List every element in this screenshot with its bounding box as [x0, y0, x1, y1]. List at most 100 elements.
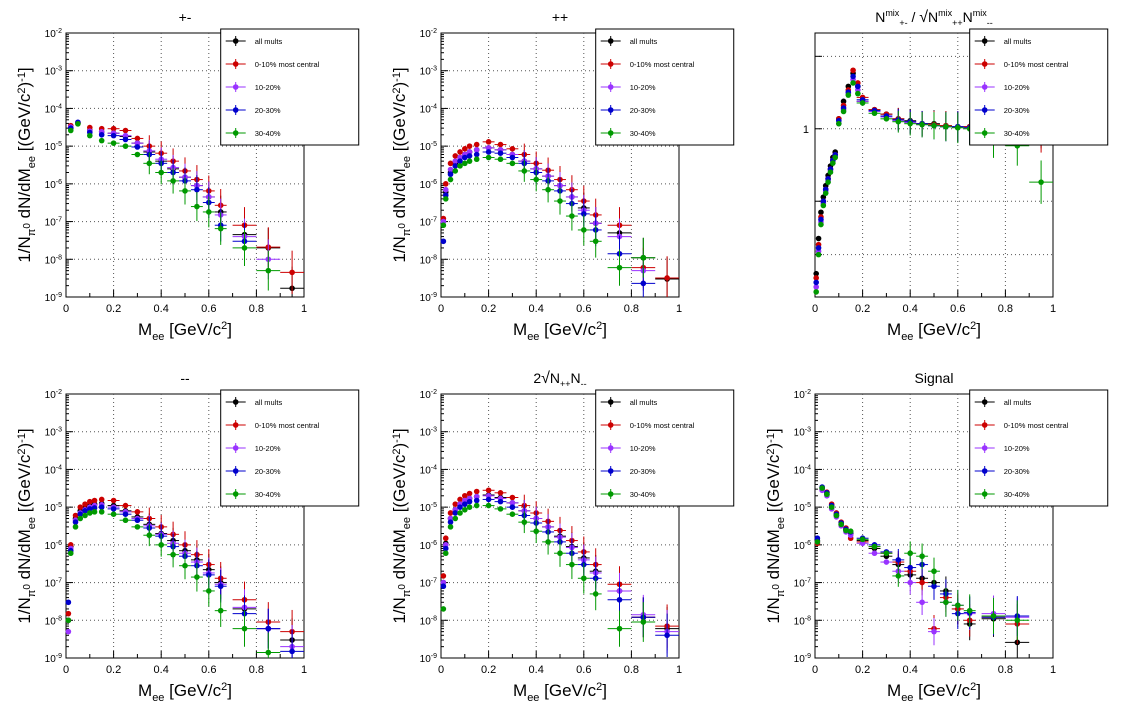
legend-marker — [607, 130, 614, 136]
x-axis-label: Mee [GeV/c2] — [513, 681, 607, 704]
y-tick-label: 10-5 — [420, 141, 437, 153]
data-point — [77, 504, 84, 510]
data-point — [557, 198, 563, 204]
data-point — [485, 487, 492, 494]
data-point — [814, 539, 821, 545]
legend: all mults 0-10% most central 10-20% 20-30% 3… — [220, 389, 360, 507]
data-point — [440, 222, 447, 229]
y-tick-label: 10-8 — [794, 615, 811, 627]
data-point — [859, 540, 866, 547]
data-point — [473, 146, 480, 153]
data-point — [87, 506, 93, 512]
data-point — [836, 120, 842, 127]
data-point — [509, 146, 516, 152]
data-point — [122, 127, 129, 134]
data-point — [442, 196, 449, 202]
legend-label: all mults — [255, 398, 283, 407]
chart-panel-3: 0 0.2 0.4 0.6 0.8 1 1 Mee [GeV/c2] Nmix+- / √Nmi… — [803, 8, 1109, 343]
y-tick-label: 10-4 — [420, 464, 437, 476]
legend-label: 30-40% — [630, 129, 656, 138]
legend-marker — [232, 107, 239, 113]
x-tick-label: 0.6 — [950, 664, 965, 676]
y-axis-label: 1/Nπ0 dN/dMee [(GeV/c2)-1] — [390, 67, 413, 262]
data-point — [462, 501, 468, 507]
data-point — [65, 617, 72, 624]
data-point — [134, 140, 141, 146]
data-point — [442, 181, 449, 187]
y-axis-label: 1/Nπ0 dN/dMee [(GeV/c2)-1] — [15, 428, 38, 623]
x-tick-label: 0.2 — [855, 303, 870, 315]
data-point — [110, 140, 117, 146]
data-point — [592, 591, 599, 597]
data-point — [855, 83, 861, 90]
chart-title: +- — [179, 9, 192, 25]
data-point — [473, 493, 480, 500]
data-point — [931, 568, 937, 575]
data-point — [533, 528, 539, 535]
y-tick-label: 10-5 — [420, 502, 437, 514]
data-point — [833, 512, 840, 519]
legend-marker — [607, 38, 614, 44]
x-tick-label: 0.2 — [855, 664, 870, 676]
data-point — [447, 160, 454, 167]
legend-label: 30-40% — [255, 490, 281, 499]
legend-label: 10-20% — [1004, 444, 1030, 453]
data-point — [440, 573, 447, 579]
x-tick-label: 0.4 — [154, 664, 169, 676]
data-point — [827, 169, 834, 176]
data-point — [122, 502, 129, 509]
legend-label: 10-20% — [255, 444, 281, 453]
x-tick-label: 0.2 — [481, 664, 496, 676]
data-point — [859, 100, 866, 106]
data-point — [122, 136, 129, 143]
legend-label: all mults — [1004, 398, 1032, 407]
data-point — [497, 156, 504, 163]
data-point — [462, 507, 468, 513]
legend-label: 20-30% — [1004, 467, 1030, 476]
data-point — [462, 146, 468, 152]
data-point — [241, 245, 248, 251]
data-point — [845, 92, 852, 98]
data-point — [206, 572, 212, 578]
legend-marker — [607, 107, 614, 113]
x-tick-label: 0.8 — [249, 303, 264, 315]
legend-marker — [981, 422, 988, 428]
data-point — [447, 510, 454, 516]
data-point — [457, 496, 463, 503]
x-tick-label: 1 — [676, 303, 682, 315]
legend-label: 0-10% most central — [630, 421, 695, 430]
data-point — [485, 149, 492, 155]
data-point — [67, 127, 74, 134]
data-point — [134, 517, 141, 524]
data-point — [840, 108, 847, 115]
data-point — [65, 599, 72, 606]
data-point — [533, 176, 539, 183]
legend-marker — [607, 445, 614, 451]
legend-label: 30-40% — [630, 490, 656, 499]
data-point — [77, 515, 84, 522]
legend-label: 0-10% most central — [255, 421, 320, 430]
legend-marker — [607, 84, 614, 90]
y-tick-label: 10-9 — [45, 653, 62, 665]
y-tick-label: 10-5 — [45, 141, 62, 153]
data-point — [509, 511, 516, 517]
data-point — [907, 120, 913, 127]
legend-marker — [232, 445, 239, 451]
legend-marker — [607, 399, 614, 405]
data-point — [825, 179, 831, 185]
legend-marker — [981, 491, 988, 497]
data-point — [217, 583, 224, 590]
y-tick-label: 10-3 — [420, 427, 437, 439]
x-tick-label: 0.2 — [106, 303, 121, 315]
data-point — [473, 497, 480, 504]
data-point — [98, 137, 105, 144]
data-point — [640, 280, 647, 287]
x-tick-label: 0.4 — [903, 303, 918, 315]
data-point — [466, 490, 473, 497]
data-point — [850, 73, 856, 80]
legend-label: 10-20% — [630, 83, 656, 92]
data-point — [592, 238, 599, 245]
data-point — [170, 551, 176, 558]
data-point — [815, 245, 822, 251]
data-point — [447, 166, 454, 173]
